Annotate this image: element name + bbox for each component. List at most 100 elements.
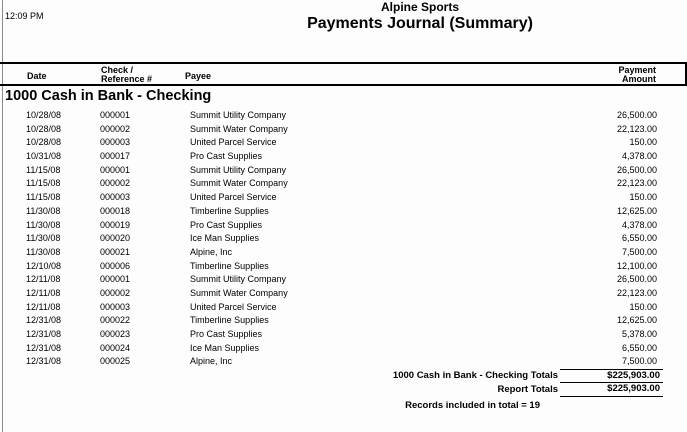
cell-amount: 7,500.00 (621, 356, 657, 367)
table-row: 10/31/08 000017 Pro Cast Supplies 4,378.… (0, 150, 687, 164)
cell-check-number: 000019 (100, 219, 131, 230)
company-name: Alpine Sports (380, 0, 459, 14)
cell-amount: 6,550.00 (621, 233, 657, 244)
cell-check-number: 000003 (100, 301, 131, 312)
cell-check-number: 000003 (100, 192, 131, 203)
cell-date: 11/15/08 (26, 192, 61, 203)
cell-payee: Summit Utility Company (190, 274, 287, 285)
cell-amount: 22,123.00 (616, 178, 657, 189)
cell-payee: United Parcel Service (190, 301, 277, 312)
cell-check-number: 000024 (100, 342, 131, 353)
cell-amount: 26,500.00 (616, 164, 657, 175)
table-row: 11/30/08 000020 Ice Man Supplies 6,550.0… (0, 232, 687, 246)
section-header: 1000 Cash in Bank - Checking (5, 88, 212, 104)
table-row: 12/31/08 000025 Alpine, Inc 7,500.00 (0, 355, 687, 369)
cell-payee: Pro Cast Supplies (190, 219, 263, 230)
cell-check-number: 000023 (100, 329, 131, 339)
cell-date: 12/11/08 (26, 274, 61, 285)
cell-amount: 150.00 (629, 137, 657, 148)
cell-date: 10/31/08 (26, 151, 62, 162)
table-row: 12/11/08 000001 Summit Utility Company 2… (0, 273, 687, 287)
table-body: 10/28/08 000001 Summit Utility Company 2… (0, 109, 687, 369)
cell-amount: 26,500.00 (616, 110, 657, 120)
table-row: 11/15/08 000002 Summit Water Company 22,… (0, 177, 687, 191)
cell-amount: 4,378.00 (621, 151, 657, 162)
report-time: 12:09 PM (5, 11, 44, 21)
cell-date: 12/31/08 (26, 356, 62, 367)
cell-payee: Alpine, Inc (190, 246, 233, 257)
cell-date: 11/30/08 (26, 205, 61, 216)
cell-amount: 5,378.00 (621, 329, 657, 339)
cell-date: 11/15/08 (26, 178, 61, 189)
table-row: 11/30/08 000019 Pro Cast Supplies 4,378.… (0, 219, 687, 233)
cell-check-number: 000022 (100, 315, 131, 326)
cell-date: 10/28/08 (26, 137, 62, 148)
cell-payee: Summit Water Company (190, 287, 288, 298)
cell-payee: Summit Utility Company (190, 110, 287, 120)
column-header-payment-amount: Payment Amount (618, 66, 656, 84)
cell-date: 12/11/08 (26, 287, 61, 298)
cell-date: 11/30/08 (26, 233, 61, 244)
cell-date: 12/31/08 (26, 342, 62, 353)
cell-amount: 7,500.00 (621, 246, 657, 257)
cell-amount: 26,500.00 (616, 274, 657, 285)
cell-check-number: 000006 (100, 260, 131, 271)
table-row: 11/30/08 000018 Timberline Supplies 12,6… (0, 205, 687, 219)
table-row: 12/11/08 000002 Summit Water Company 22,… (0, 287, 687, 301)
cell-check-number: 000001 (100, 274, 131, 285)
cell-date: 10/28/08 (26, 123, 62, 134)
column-header-amount-line1: Payment (618, 65, 656, 75)
cell-payee: Ice Man Supplies (190, 233, 260, 244)
cell-date: 12/11/08 (26, 301, 61, 312)
column-header-amount-line2: Amount (622, 74, 656, 84)
table-row: 12/11/08 000003 United Parcel Service 15… (0, 301, 687, 315)
cell-amount: 4,378.00 (621, 219, 657, 230)
table-row: 11/30/08 000021 Alpine, Inc 7,500.00 (0, 246, 687, 260)
cell-check-number: 000001 (100, 164, 131, 175)
cell-payee: Summit Water Company (190, 123, 288, 134)
cell-check-number: 000002 (100, 123, 131, 134)
table-row: 12/31/08 000022 Timberline Supplies 12,6… (0, 314, 687, 328)
cell-payee: Timberline Supplies (190, 260, 269, 271)
cell-date: 12/31/08 (26, 329, 62, 339)
cell-check-number: 000021 (100, 246, 131, 257)
section-totals-label: 1000 Cash in Bank - Checking Totals (392, 370, 558, 381)
table-row: 12/10/08 000006 Timberline Supplies 12,1… (0, 260, 687, 274)
cell-payee: United Parcel Service (190, 192, 277, 203)
cell-date: 11/30/08 (26, 219, 61, 230)
table-row: 10/28/08 000003 United Parcel Service 15… (0, 136, 687, 150)
cell-payee: Ice Man Supplies (190, 342, 260, 353)
cell-date: 11/30/08 (26, 246, 61, 257)
cell-date: 10/28/08 (26, 110, 62, 120)
report-totals-amount: $225,903.00 (560, 383, 663, 397)
cell-check-number: 000002 (100, 287, 131, 298)
cell-payee: Pro Cast Supplies (190, 329, 263, 339)
cell-check-number: 000025 (100, 356, 131, 367)
title-block: Alpine Sports Payments Journal (Summary) (0, 0, 687, 33)
cell-payee: Pro Cast Supplies (190, 151, 263, 162)
table-row: 10/28/08 000001 Summit Utility Company 2… (0, 109, 687, 123)
column-header-payee: Payee (185, 71, 212, 81)
table-row: 11/15/08 000003 United Parcel Service 15… (0, 191, 687, 205)
cell-check-number: 000020 (100, 233, 131, 244)
cell-check-number: 000017 (100, 151, 131, 162)
cell-amount: 12,625.00 (616, 205, 657, 216)
cell-payee: Timberline Supplies (190, 205, 269, 216)
records-row: Records included in total = 19 (0, 400, 687, 413)
cell-payee: Alpine, Inc (190, 356, 233, 367)
section-totals-row: 1000 Cash in Bank - Checking Totals $225… (0, 369, 687, 383)
cell-amount: 22,123.00 (616, 287, 657, 298)
cell-amount: 22,123.00 (616, 123, 657, 134)
column-header-date: Date (27, 71, 47, 81)
records-note: Records included in total = 19 (405, 400, 540, 411)
page-edge-line (2, 0, 3, 432)
table-row: 12/31/08 000024 Ice Man Supplies 6,550.0… (0, 342, 687, 356)
cell-amount: 150.00 (629, 192, 657, 203)
cell-payee: Summit Utility Company (190, 164, 287, 175)
column-header-check-line1: Check / (101, 65, 134, 75)
section-totals-amount: $225,903.00 (560, 369, 663, 383)
cell-check-number: 000018 (100, 205, 131, 216)
table-row: 11/15/08 000001 Summit Utility Company 2… (0, 164, 687, 178)
report-title: Payments Journal (Summary) (307, 15, 533, 32)
report-totals-row: Report Totals $225,903.00 (0, 383, 687, 397)
